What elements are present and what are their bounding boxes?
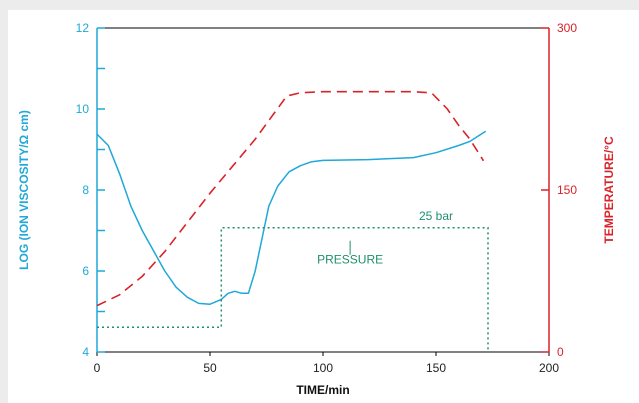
x-tick-label: 200	[539, 361, 559, 375]
right-y-axis-title: TEMPERATURE/°C	[602, 136, 616, 244]
left-y-tick-label: 4	[82, 345, 89, 359]
right-y-tick-label: 150	[557, 183, 577, 197]
chart-panel: 0 50 100 150 200 4 6 8 10 12 0 150 300 TIME/min LOG (I…	[8, 10, 639, 403]
x-axis-title: TIME/min	[296, 383, 349, 397]
x-tick-label: 50	[203, 361, 217, 375]
left-y-tick-label: 10	[76, 102, 90, 116]
left-y-tick-label: 8	[82, 183, 89, 197]
left-y-axis-title: LOG (ION VISCOSITY/Ω cm)	[17, 110, 31, 270]
x-tick-label: 150	[426, 361, 446, 375]
left-y-tick-label: 12	[76, 21, 90, 35]
right-y-tick-label: 300	[557, 21, 577, 35]
pressure-label: PRESSURE	[317, 252, 383, 266]
x-tick-label: 100	[313, 361, 333, 375]
x-tick-label: 0	[94, 361, 101, 375]
pressure-value-label: 25 bar	[419, 209, 453, 223]
pressure-line	[97, 227, 489, 352]
temperature-line	[96, 90, 485, 307]
left-y-tick-label: 6	[82, 264, 89, 278]
chart: 0 50 100 150 200 4 6 8 10 12 0 150 300 TIME/min LOG (I…	[17, 21, 616, 397]
right-y-tick-label: 0	[557, 345, 564, 359]
ion-viscosity-line	[96, 130, 487, 305]
